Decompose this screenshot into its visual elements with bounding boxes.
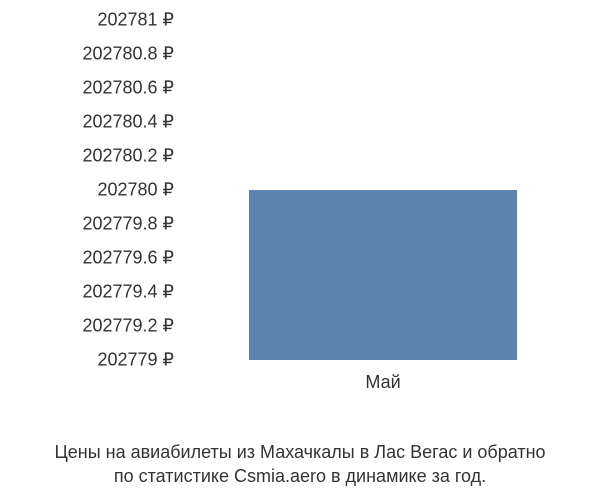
y-tick-label: 202779 ₽ [97, 350, 174, 371]
y-tick-label: 202780.2 ₽ [82, 146, 174, 167]
caption-line1: Цены на авиабилеты из Махачкалы в Лас Ве… [54, 442, 545, 462]
x-tick-label: Май [365, 372, 400, 393]
chart: 202781 ₽202780.8 ₽202780.6 ₽202780.4 ₽20… [20, 20, 580, 400]
y-tick-label: 202780.8 ₽ [82, 44, 174, 65]
y-tick-label: 202780 ₽ [97, 180, 174, 201]
plot-area: Май [186, 20, 580, 400]
y-tick-label: 202781 ₽ [97, 10, 174, 31]
y-tick-label: 202779.6 ₽ [82, 248, 174, 269]
chart-caption: Цены на авиабилеты из Махачкалы в Лас Ве… [0, 440, 600, 489]
y-tick-label: 202779.8 ₽ [82, 214, 174, 235]
y-tick-label: 202780.4 ₽ [82, 112, 174, 133]
y-axis: 202781 ₽202780.8 ₽202780.6 ₽202780.4 ₽20… [20, 20, 180, 400]
caption-line2: по статистике Csmia.aero в динамике за г… [114, 466, 486, 486]
bar [249, 190, 517, 360]
y-tick-label: 202779.4 ₽ [82, 282, 174, 303]
y-tick-label: 202779.2 ₽ [82, 316, 174, 337]
y-tick-label: 202780.6 ₽ [82, 78, 174, 99]
